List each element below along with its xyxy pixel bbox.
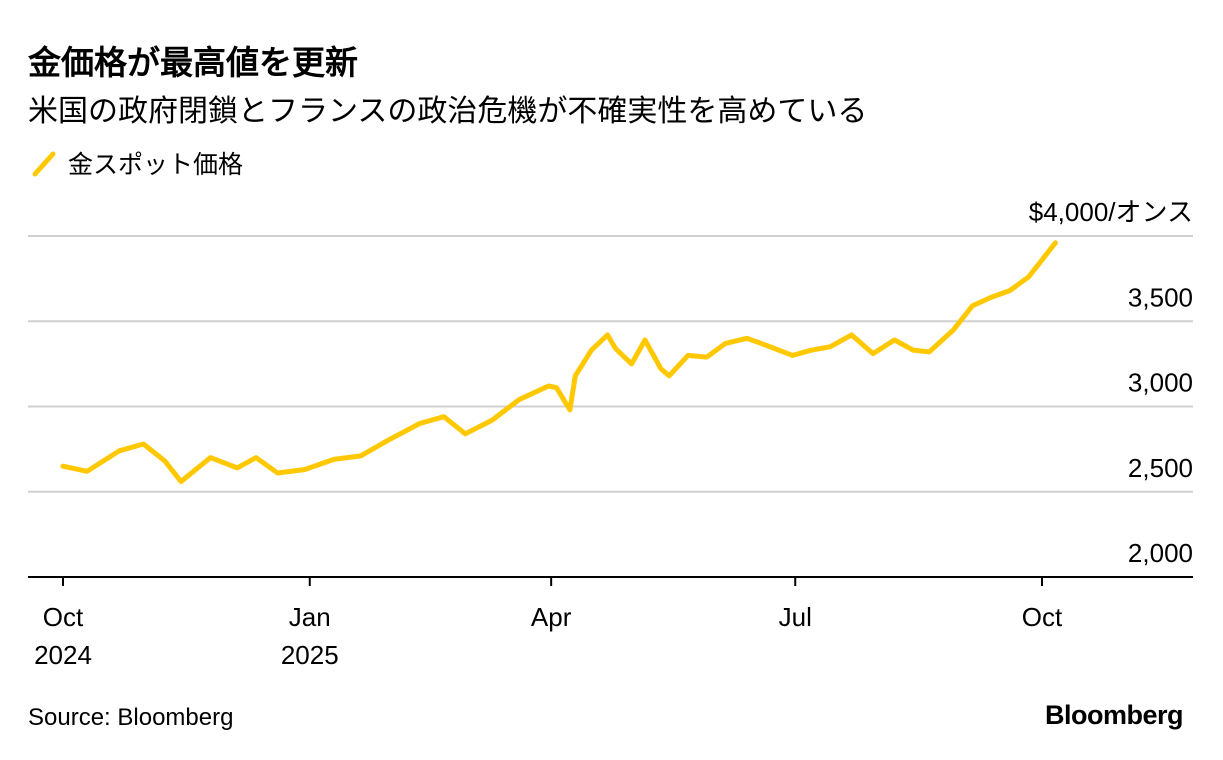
x-axis-ticks: Oct 2024 Jan 2025 Apr Jul Oct xyxy=(34,577,1063,670)
x-tick-year: 2025 xyxy=(281,640,339,670)
x-tick-year: 2024 xyxy=(34,640,92,670)
bloomberg-logo: Bloomberg xyxy=(1044,700,1184,730)
legend-swatch-icon xyxy=(32,151,56,177)
y-tick-label: 3,500 xyxy=(1128,282,1193,312)
y-tick-label: $4,000/オンス xyxy=(1029,197,1193,227)
grid-lines xyxy=(28,235,1193,493)
x-tick-month: Jul xyxy=(779,602,812,632)
gold-price-line xyxy=(60,240,1058,484)
y-tick-label: 2,500 xyxy=(1128,453,1193,483)
chart-title: 金価格が最高値を更新 xyxy=(28,43,358,82)
x-tick-month: Oct xyxy=(43,602,84,632)
y-tick-label: 3,000 xyxy=(1128,368,1193,398)
legend-label: 金スポット価格 xyxy=(68,150,244,179)
chart-subtitle: 米国の政府閉鎖とフランスの政治危機が不確実性を高めている xyxy=(28,94,868,129)
y-axis-ticks: 2,000 2,500 3,000 3,500 $4,000/オンス xyxy=(1029,197,1193,568)
x-tick-month: Oct xyxy=(1022,602,1063,632)
legend: 金スポット価格 xyxy=(28,146,243,180)
x-tick-month: Apr xyxy=(531,602,572,632)
source-note: Source: Bloomberg xyxy=(28,704,234,731)
y-tick-label: 2,000 xyxy=(1128,538,1193,568)
line-chart: Oct 2024 Jan 2025 Apr Jul Oct 2,000 2,500 3,000 3… xyxy=(28,197,1193,670)
x-tick-month: Jan xyxy=(289,602,331,632)
